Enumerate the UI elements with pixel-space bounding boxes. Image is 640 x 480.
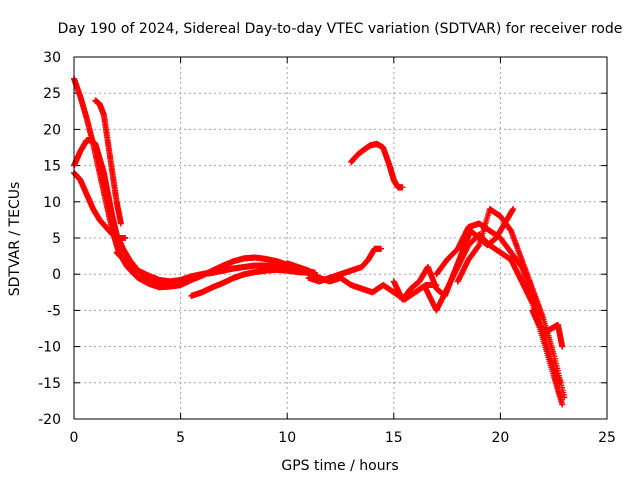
x-tick-label: 10 (278, 430, 296, 446)
x-tick-label: 25 (598, 430, 616, 446)
data-point (399, 184, 406, 191)
x-tick-label: 5 (176, 430, 185, 446)
y-tick-label: 20 (43, 122, 61, 138)
x-axis-label: GPS time / hours (281, 458, 398, 474)
y-tick-label: 5 (52, 231, 61, 247)
y-tick-label: 10 (43, 195, 61, 211)
x-tick-label: 0 (70, 430, 79, 446)
y-tick-label: -20 (38, 412, 61, 428)
y-axis-label: SDTVAR / TECUs (7, 182, 23, 297)
series-track-i (348, 140, 406, 191)
data-point (122, 235, 129, 241)
data-point (510, 206, 517, 213)
data-series (71, 75, 568, 408)
series-track-d (92, 97, 124, 227)
y-tick-label: 0 (52, 267, 61, 283)
chart-title: Day 190 of 2024, Sidereal Day-to-day VTE… (58, 21, 623, 37)
x-tick-label: 15 (385, 430, 403, 446)
y-tick-label: 15 (43, 159, 61, 175)
data-point (117, 220, 124, 227)
y-tick-label: 25 (43, 86, 61, 102)
y-tick-label: 30 (43, 50, 61, 66)
data-point (378, 245, 385, 252)
series-track-h (305, 245, 385, 285)
y-tick-label: -10 (38, 340, 61, 356)
y-tick-label: -5 (47, 303, 61, 319)
y-tick-label: -15 (38, 376, 61, 392)
x-tick-label: 20 (491, 430, 509, 446)
series-track-c (71, 169, 129, 241)
